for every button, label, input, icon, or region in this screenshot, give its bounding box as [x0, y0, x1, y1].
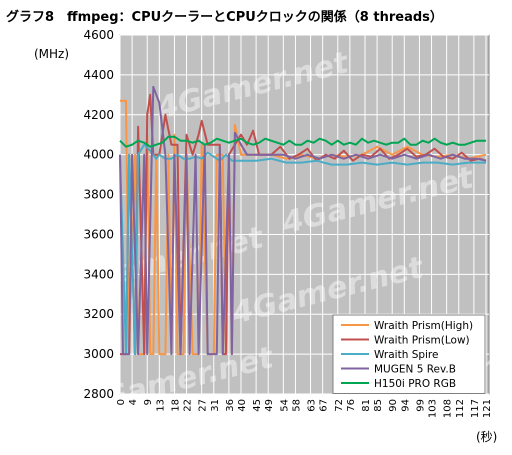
x-tick-label: 99 — [415, 399, 426, 412]
x-tick-label: 0 — [116, 399, 127, 405]
x-tick-label: 108 — [443, 399, 454, 418]
legend-entry: Wraith Prism(High) — [374, 320, 473, 332]
x-tick-label: 103 — [428, 399, 439, 418]
x-tick-label: 72 — [334, 399, 345, 412]
series-line — [119, 85, 487, 356]
x-tick-label: 4 — [128, 399, 139, 405]
y-tick-label: 3600 — [83, 227, 114, 241]
x-tick-label: 45 — [252, 399, 263, 412]
legend-entry: Wraith Spire — [374, 349, 438, 361]
legend-entry: MUGEN 5 Rev.B — [374, 364, 456, 376]
y-tick-label: 4600 — [83, 28, 114, 42]
x-tick-label: 112 — [455, 399, 466, 418]
x-tick-label: 36 — [225, 399, 236, 412]
x-tick-label: 76 — [346, 399, 357, 412]
x-tick-label: 40 — [237, 399, 248, 412]
x-tick-label: 94 — [400, 399, 411, 412]
legend-entry: Wraith Prism(Low) — [374, 335, 470, 347]
x-tick-label: 58 — [291, 399, 302, 412]
x-tick-label: 22 — [183, 399, 194, 412]
x-tick-label: 85 — [373, 399, 384, 412]
x-tick-label: 63 — [307, 399, 318, 412]
series-line — [119, 135, 486, 148]
x-tick-label: 117 — [470, 399, 481, 418]
y-tick-label: 3800 — [83, 188, 114, 202]
y-axis-label: (MHz) — [34, 47, 69, 61]
x-tick-label: 121 — [482, 399, 493, 418]
y-tick-label: 4400 — [83, 68, 114, 82]
x-tick-label: 9 — [143, 399, 154, 405]
y-tick-label: 3000 — [83, 347, 114, 361]
y-tick-label: 2800 — [83, 387, 114, 401]
x-tick-label: 27 — [198, 399, 209, 412]
x-tick-label: 81 — [361, 399, 372, 412]
x-tick-label: 90 — [388, 399, 399, 412]
x-tick-label: 18 — [170, 399, 181, 412]
legend-entry: H150i PRO RGB — [374, 378, 456, 390]
y-tick-label: 3200 — [83, 307, 114, 321]
x-tick-label: 67 — [319, 399, 330, 412]
x-axis-label: (秒) — [476, 430, 497, 444]
y-tick-label: 4200 — [83, 108, 114, 122]
x-tick-label: 49 — [264, 399, 275, 412]
x-tick-label: 54 — [279, 399, 290, 412]
x-tick-label: 13 — [155, 399, 166, 412]
y-tick-label: 3400 — [83, 267, 114, 281]
chart-title: グラフ8 ffmpeg：CPUクーラーとCPUクロックの関係（8 threads… — [6, 9, 443, 25]
y-tick-label: 4000 — [83, 148, 114, 162]
x-tick-label: 31 — [210, 399, 221, 412]
